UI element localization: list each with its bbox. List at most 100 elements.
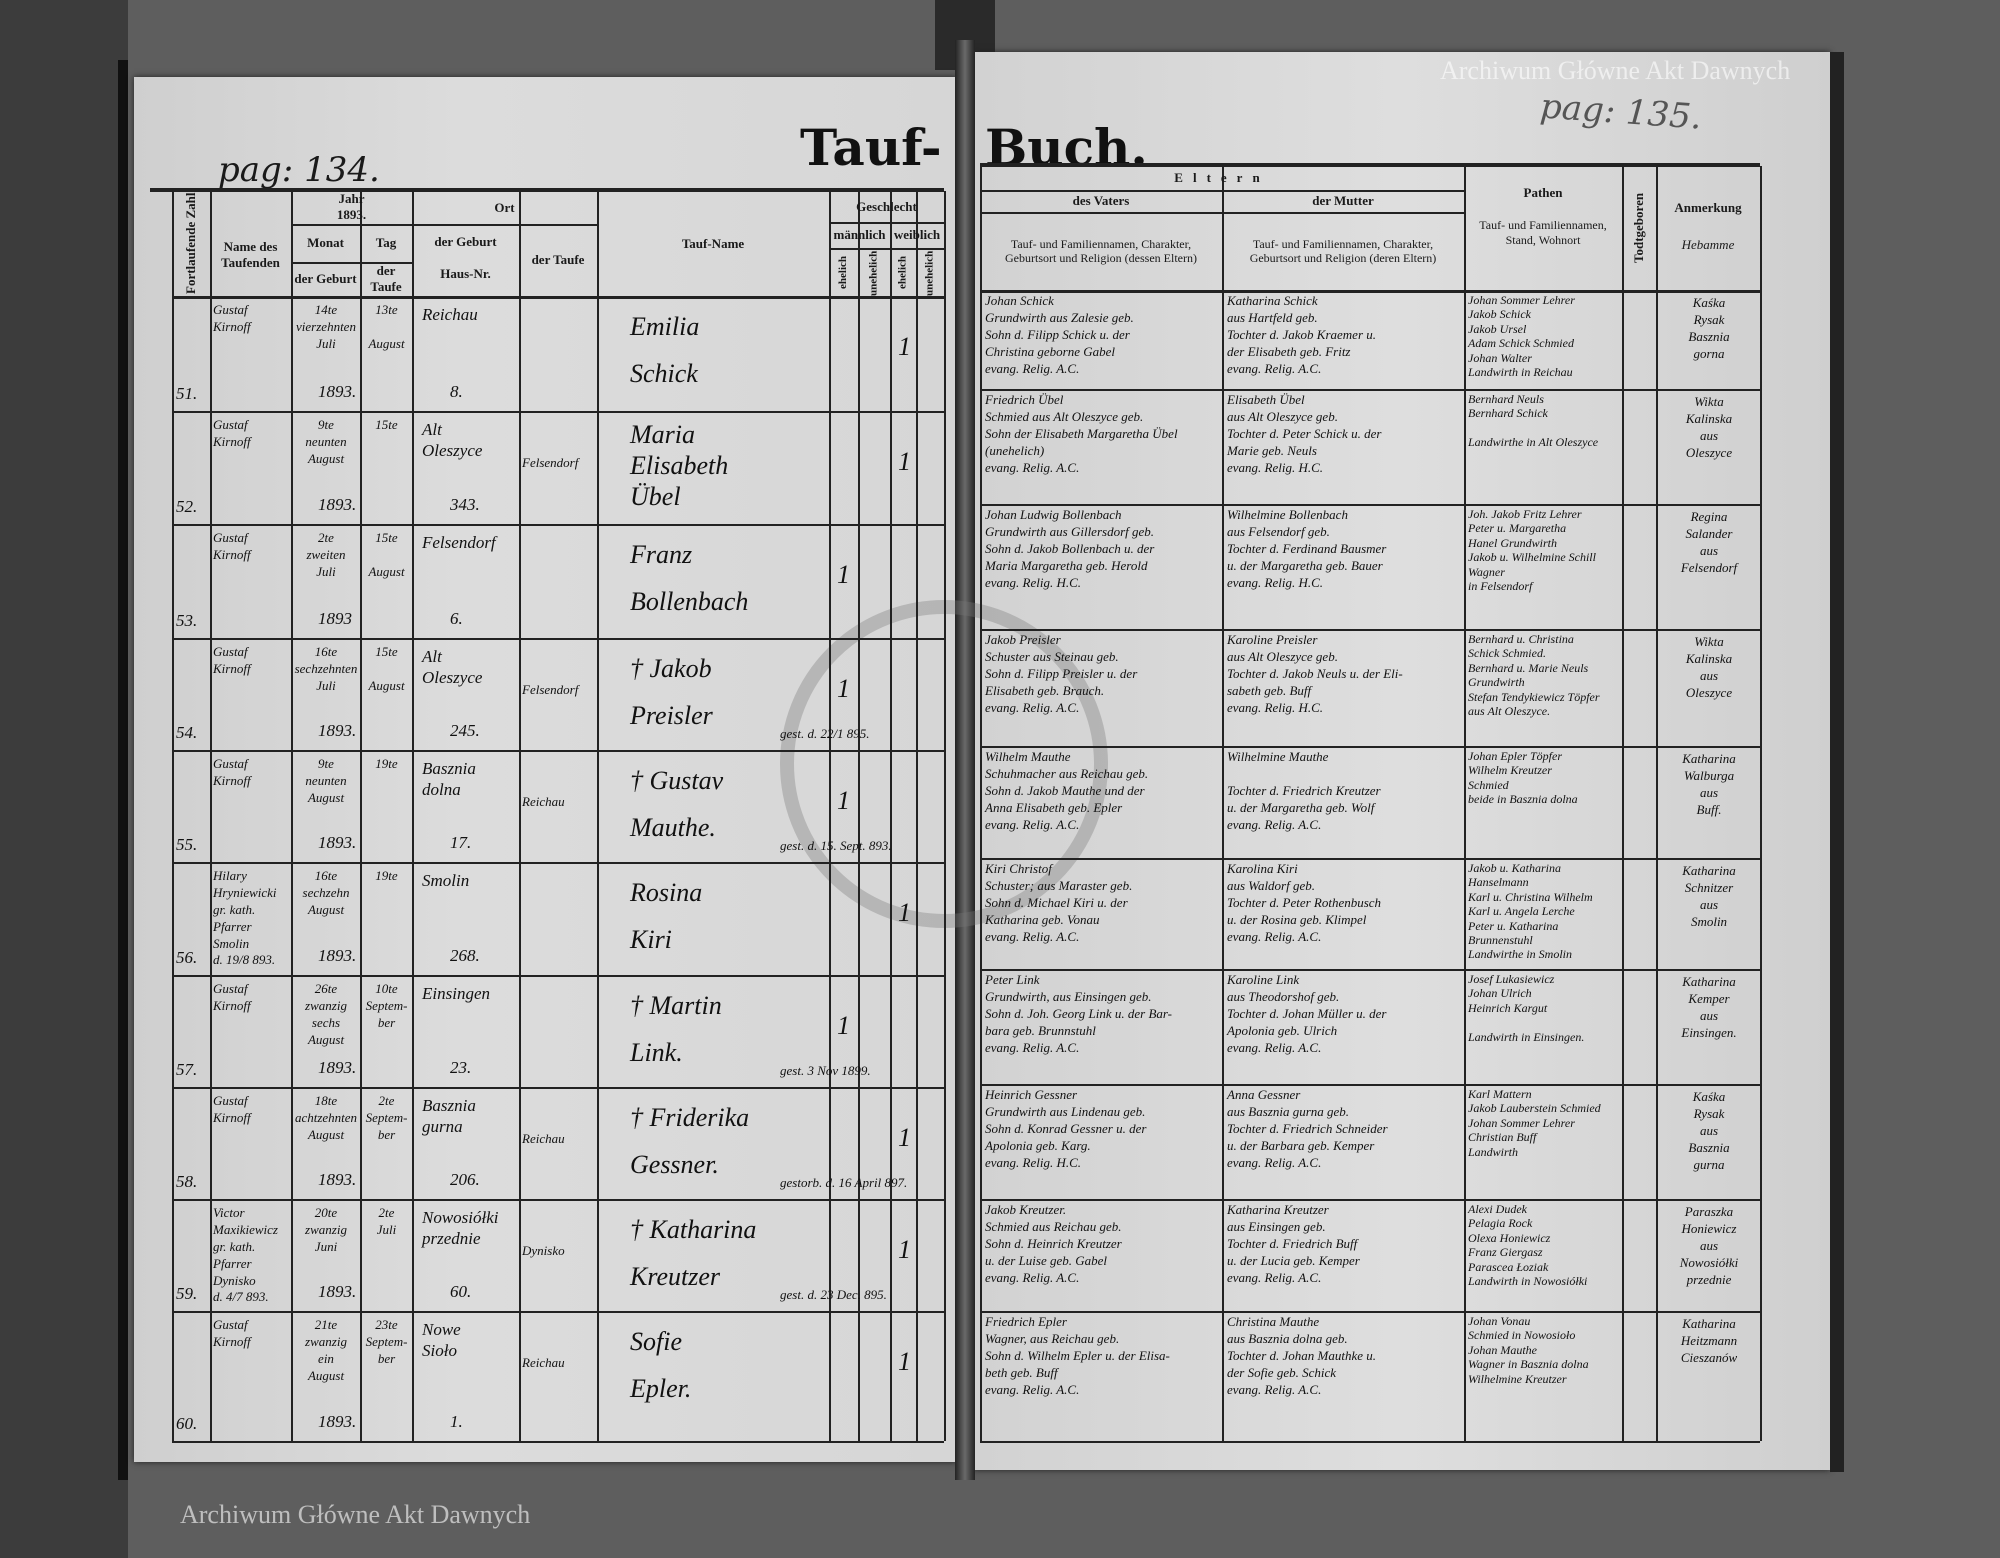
entry-number: 54. bbox=[176, 723, 198, 742]
rule-line bbox=[172, 750, 944, 752]
midwife-note: Paraszka Honiewicz aus Nowosiółki przedn… bbox=[1679, 1204, 1739, 1287]
entry-number: 55. bbox=[176, 835, 198, 854]
baptism-place: Dynisko bbox=[522, 1243, 565, 1258]
father-details: Heinrich Gessner Grundwirth aus Lindenau… bbox=[985, 1087, 1147, 1170]
entry-number: 57. bbox=[176, 1060, 198, 1079]
rule-line bbox=[980, 166, 982, 1441]
baptism-date: 19te bbox=[375, 868, 398, 883]
rule-line bbox=[980, 1084, 1760, 1086]
baptism-date: 15te August bbox=[368, 530, 405, 579]
rule-line bbox=[1222, 166, 1224, 1441]
column-header-godparents: Pathen bbox=[1523, 184, 1563, 200]
sex-mark: 1 bbox=[837, 1011, 850, 1040]
rule-line bbox=[172, 862, 944, 864]
rule-line bbox=[172, 1199, 944, 1201]
midwife-note: Regina Salander aus Felsendorf bbox=[1680, 509, 1738, 575]
rule-line bbox=[829, 248, 944, 250]
mother-details: Elisabeth Übel aus Alt Oleszyce geb. Toc… bbox=[1227, 392, 1382, 475]
birth-date: 9te neunten August bbox=[305, 417, 347, 466]
house-number: 206. bbox=[450, 1170, 480, 1189]
rule-line bbox=[980, 969, 1760, 971]
mother-details: Karoline Preisler aus Alt Oleszyce geb. … bbox=[1227, 632, 1403, 715]
rule-line bbox=[916, 191, 918, 1441]
rule-line bbox=[172, 638, 944, 640]
rule-line bbox=[980, 163, 1760, 167]
baptism-date: 15te bbox=[375, 417, 398, 432]
rule-line bbox=[1760, 166, 1762, 1441]
godparents-details: Karl Mattern Jakob Lauberstein Schmied J… bbox=[1468, 1087, 1601, 1159]
godparents-details: Johan Sommer Lehrer Jakob Schick Jakob U… bbox=[1468, 293, 1575, 379]
sex-mark: 1 bbox=[837, 560, 850, 589]
sex-mark: 1 bbox=[898, 1347, 911, 1376]
officiant-name: Gustaf Kirnoff bbox=[213, 1093, 251, 1125]
column-header-mother: der Mutter bbox=[1312, 193, 1374, 209]
entry-number: 58. bbox=[176, 1172, 198, 1191]
column-header-birth: der Geburt bbox=[294, 271, 357, 287]
father-details: Jakob Kreutzer. Schmied aus Reichau geb.… bbox=[985, 1202, 1122, 1285]
godparents-details: Joh. Jakob Fritz Lehrer Peter u. Margare… bbox=[1468, 507, 1596, 593]
officiant-name: Gustaf Kirnoff bbox=[213, 530, 251, 562]
house-number: 245. bbox=[450, 721, 480, 740]
rule-line bbox=[980, 389, 1760, 391]
baptismal-name: Rosina Kiri bbox=[630, 878, 703, 954]
midwife-note: Wikta Kalinska aus Oleszyce bbox=[1685, 634, 1733, 700]
rule-line bbox=[172, 1087, 944, 1089]
birth-date: 2te zweiten Juli bbox=[306, 530, 346, 579]
baptism-date: 19te bbox=[375, 756, 398, 771]
column-header-sex: Geschlecht bbox=[856, 198, 917, 214]
house-number: 60. bbox=[450, 1282, 472, 1301]
rule-line bbox=[980, 746, 1760, 748]
sex-mark: 1 bbox=[837, 674, 850, 703]
birth-place: Basznia gurna bbox=[422, 1096, 476, 1137]
house-number: 8. bbox=[450, 382, 463, 401]
sex-mark: 1 bbox=[898, 447, 911, 476]
column-header-year_value: 1893. bbox=[336, 207, 367, 223]
death-note: gestorb. d. 16 April 897. bbox=[780, 1175, 908, 1190]
mother-details: Christina Mauthe aus Basznia dolna geb. … bbox=[1227, 1314, 1376, 1397]
sex-mark: 1 bbox=[898, 332, 911, 361]
column-header-day: Tag bbox=[375, 235, 397, 251]
birth-date: 9te neunten August bbox=[305, 756, 347, 805]
right-page bbox=[973, 52, 1830, 1470]
column-header-mother_desc: Tauf- und Familiennamen, Charakter, Gebu… bbox=[1249, 236, 1437, 265]
rule-line bbox=[172, 524, 944, 526]
rule-line bbox=[980, 1441, 1760, 1443]
baptismal-name: † Jakob Preisler bbox=[630, 654, 713, 730]
officiant-name: Gustaf Kirnoff bbox=[213, 644, 251, 676]
column-header-place_birth: der Geburt bbox=[434, 234, 497, 250]
baptism-date: 13te August bbox=[368, 302, 405, 351]
rule-line bbox=[519, 191, 521, 1441]
column-header-female: weiblich bbox=[893, 227, 941, 243]
baptism-date: 10te Septem- ber bbox=[365, 981, 408, 1030]
birth-year: 1893. bbox=[318, 1058, 357, 1077]
birth-place: Reichau bbox=[422, 305, 478, 324]
birth-place: Nowe Sioło bbox=[422, 1320, 461, 1361]
house-number: 23. bbox=[450, 1058, 472, 1077]
column-header-legit: ehelich bbox=[896, 256, 909, 290]
midwife-note: Katharina Heitzmann Cieszanów bbox=[1680, 1316, 1738, 1365]
officiant-name: Gustaf Kirnoff bbox=[213, 981, 251, 1013]
baptism-date: 15te August bbox=[368, 644, 405, 693]
birth-year: 1893. bbox=[318, 946, 357, 965]
rule-line bbox=[1622, 166, 1624, 1441]
baptismal-name: † Martin Link. bbox=[630, 991, 722, 1067]
column-header-male: männlich bbox=[833, 227, 886, 243]
sex-mark: 1 bbox=[898, 1235, 911, 1264]
entry-number: 60. bbox=[176, 1414, 198, 1433]
mother-details: Anna Gessner aus Basznia gurna geb. Toch… bbox=[1227, 1087, 1388, 1170]
rule-line bbox=[1656, 166, 1658, 1441]
baptism-date: 23te Septem- ber bbox=[365, 1317, 408, 1366]
baptism-place: Reichau bbox=[522, 1355, 565, 1370]
officiant-name: Gustaf Kirnoff bbox=[213, 417, 251, 449]
birth-year: 1893. bbox=[318, 495, 357, 514]
page-edge bbox=[1830, 52, 1844, 1472]
mother-details: Karoline Link aus Theodorshof geb. Tocht… bbox=[1227, 972, 1387, 1055]
entry-number: 51. bbox=[176, 384, 198, 403]
rule-line bbox=[980, 290, 1760, 293]
column-header-name: Tauf-Name bbox=[681, 235, 745, 251]
book-title-left: Tauf- bbox=[800, 118, 942, 177]
midwife-note: Katharina Schnitzer aus Smolin bbox=[1682, 863, 1736, 929]
godparents-details: Josef Lukasiewicz Johan Ulrich Heinrich … bbox=[1468, 972, 1585, 1044]
rule-line bbox=[172, 1441, 944, 1443]
birth-year: 1893. bbox=[318, 1170, 357, 1189]
